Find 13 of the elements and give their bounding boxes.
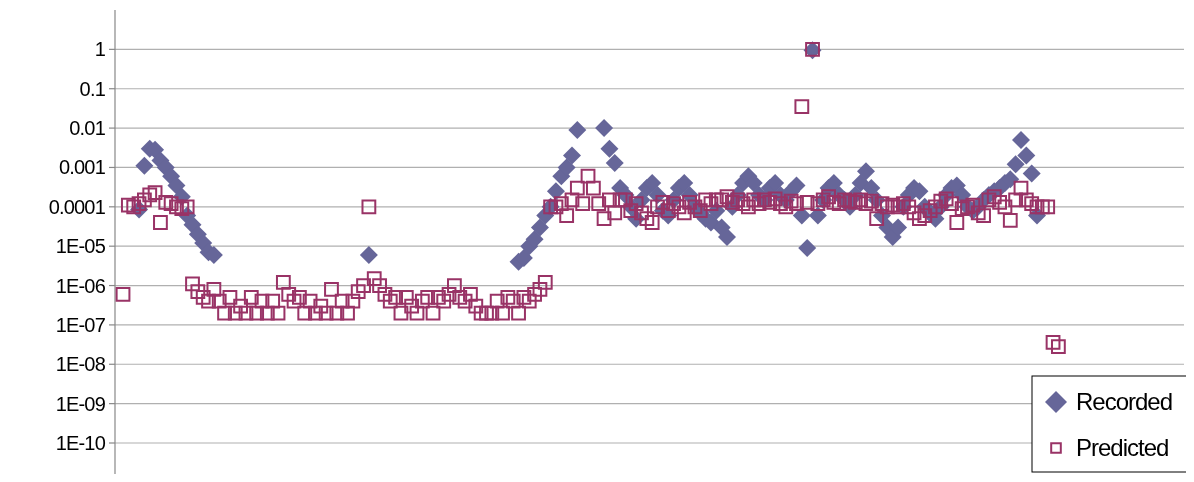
legend-label: Predicted <box>1076 434 1169 462</box>
y-tick-label: 1E-05 <box>55 235 106 258</box>
y-tick-label: 1 <box>94 38 106 61</box>
y-tick-label: 1E-07 <box>55 313 106 336</box>
y-tick-label: 1E-06 <box>55 274 106 297</box>
y-tick-label: 0.01 <box>69 117 106 140</box>
y-tick-label: 0.1 <box>79 77 106 100</box>
y-tick-label: 0.001 <box>58 156 106 179</box>
y-tick-label: 1E-08 <box>55 353 106 376</box>
y-tick-label: 1E-10 <box>55 432 106 454</box>
y-tick-label: 0.0001 <box>48 195 106 218</box>
legend-label: Recorded <box>1076 388 1173 416</box>
y-tick-label: 1E-09 <box>55 392 106 415</box>
